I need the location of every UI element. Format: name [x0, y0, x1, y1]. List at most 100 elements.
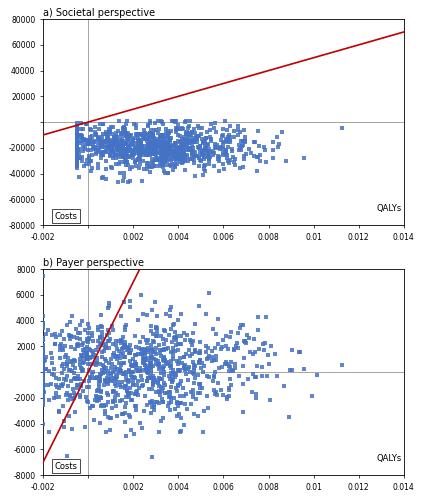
Point [110, 374, 117, 382]
Point [206, 160, 212, 168]
Point [195, 350, 202, 358]
Point [126, 142, 133, 150]
Point [150, 158, 157, 166]
Point [55, 407, 62, 415]
Point [173, 117, 180, 125]
Point [40, 336, 47, 344]
Point [132, 374, 139, 382]
Point [125, 366, 132, 374]
Point [62, 342, 69, 350]
Point [82, 145, 88, 153]
Point [206, 145, 213, 153]
Point [192, 348, 198, 356]
Point [106, 338, 113, 345]
Point [113, 136, 120, 144]
Point [114, 146, 121, 154]
Point [118, 136, 125, 144]
Point [143, 310, 150, 318]
Point [144, 377, 151, 385]
Point [192, 347, 198, 355]
Point [124, 133, 131, 141]
Point [158, 131, 165, 139]
Point [239, 136, 246, 144]
Point [74, 119, 80, 127]
Point [151, 406, 157, 414]
Point [173, 146, 180, 154]
Point [236, 141, 242, 149]
Point [127, 145, 134, 153]
Point [145, 354, 151, 362]
Point [134, 380, 140, 388]
Point [167, 306, 174, 314]
Point [157, 150, 164, 158]
Point [117, 152, 124, 160]
Point [176, 149, 182, 157]
Point [113, 145, 120, 153]
Point [40, 346, 47, 354]
Point [154, 140, 160, 148]
Point [178, 146, 185, 154]
Point [263, 158, 269, 166]
Point [283, 156, 290, 164]
Point [107, 414, 114, 422]
Point [169, 378, 176, 386]
Point [82, 345, 89, 353]
Point [220, 160, 227, 168]
Point [208, 138, 214, 145]
Point [40, 348, 47, 356]
Point [112, 354, 118, 362]
Point [160, 156, 167, 164]
Point [79, 366, 86, 374]
Point [103, 138, 110, 146]
Point [133, 362, 140, 370]
Point [67, 335, 74, 343]
Point [108, 138, 115, 146]
Point [144, 122, 151, 130]
Point [129, 396, 135, 404]
Point [130, 137, 137, 145]
Point [42, 366, 49, 374]
Point [256, 344, 263, 352]
Point [184, 331, 190, 339]
Point [105, 125, 112, 133]
Point [51, 365, 58, 373]
Point [59, 402, 66, 409]
Point [131, 144, 138, 152]
Point [187, 388, 194, 396]
Point [102, 344, 109, 351]
Point [145, 368, 151, 376]
Point [150, 126, 157, 134]
Point [186, 136, 193, 144]
Point [71, 345, 78, 353]
Point [172, 152, 179, 160]
Point [154, 148, 161, 156]
Point [40, 321, 47, 329]
Point [137, 372, 144, 380]
Point [161, 389, 168, 397]
Point [199, 140, 206, 147]
Point [166, 142, 173, 150]
Point [123, 321, 130, 329]
Point [100, 336, 107, 344]
Point [139, 142, 146, 150]
Point [208, 136, 214, 143]
Point [78, 139, 85, 147]
Point [105, 338, 112, 345]
Point [72, 391, 79, 399]
Point [125, 162, 132, 170]
Point [192, 138, 198, 146]
Point [195, 390, 201, 398]
Point [136, 140, 143, 148]
Point [148, 133, 154, 141]
Point [168, 155, 175, 163]
Point [80, 358, 87, 366]
Point [201, 146, 207, 154]
Point [122, 403, 129, 411]
Point [102, 144, 108, 152]
Point [227, 363, 233, 371]
Point [101, 137, 108, 145]
Point [155, 428, 162, 436]
Point [77, 380, 84, 388]
Point [63, 372, 70, 380]
Point [92, 374, 99, 382]
